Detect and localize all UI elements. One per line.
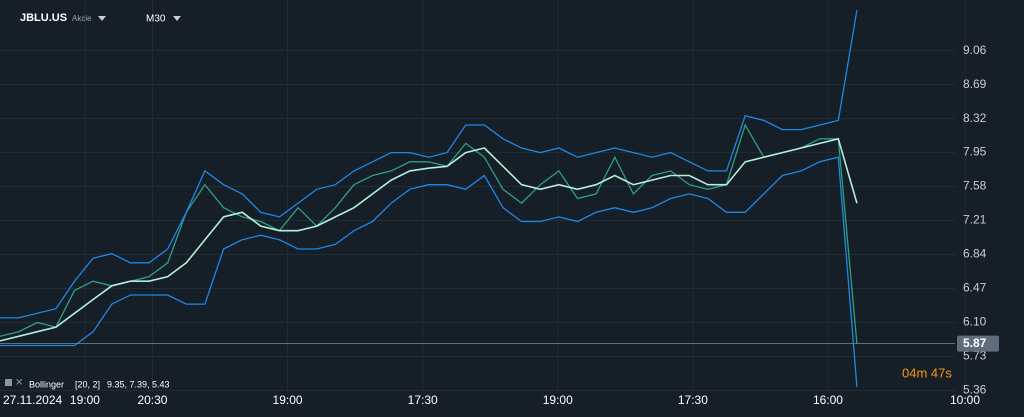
x-tick-label: 17:30 <box>408 393 438 407</box>
indicator-name: Bollinger <box>29 379 64 389</box>
grid <box>0 0 966 392</box>
bollinger-band <box>0 156 858 387</box>
timeframe[interactable]: M30 <box>146 14 166 25</box>
bollinger-band <box>0 137 858 342</box>
y-tick-label: 6.47 <box>963 281 987 295</box>
price-line <box>0 123 858 344</box>
y-tick-label: 7.21 <box>963 213 987 227</box>
x-tick-label: 27.11.2024 <box>3 393 62 407</box>
y-tick-label: 5.36 <box>963 383 987 397</box>
current-price-label: 5.87 <box>963 336 987 350</box>
symbol-dropdown[interactable] <box>98 16 106 21</box>
timeframe-dropdown[interactable] <box>173 16 181 21</box>
indicator-values: 9.35, 7.39, 5.43 <box>107 379 170 389</box>
y-tick-label: 7.95 <box>963 145 987 159</box>
plot <box>0 10 955 387</box>
y-tick-label: 8.32 <box>963 111 987 125</box>
y-tick-label: 9.06 <box>963 43 987 57</box>
x-tick-label: 17:30 <box>678 393 708 407</box>
y-tick-label: 7.58 <box>963 179 987 193</box>
x-tick-label: 10:00 <box>950 393 980 407</box>
y-tick-label: 8.69 <box>963 77 987 91</box>
bollinger-band <box>0 10 858 319</box>
x-tick-label: 19:00 <box>70 393 100 407</box>
y-tick-label: 6.10 <box>963 315 987 329</box>
symbol[interactable]: JBLU.US <box>20 12 67 24</box>
y-tick-label: 6.84 <box>963 247 987 261</box>
x-tick-label: 19:00 <box>273 393 303 407</box>
y-tick-label: 5.73 <box>963 349 987 363</box>
x-tick-label: 16:00 <box>813 393 843 407</box>
x-tick-label: 20:30 <box>137 393 167 407</box>
indicator-params: [20, 2] <box>75 379 100 389</box>
current-price-box <box>957 335 999 352</box>
x-tick-label: 19:00 <box>543 393 573 407</box>
indicator-close-icon[interactable]: ✕ <box>15 378 23 389</box>
indicator-settings-icon[interactable] <box>5 379 12 386</box>
asset-type: Akcie <box>72 14 92 23</box>
countdown: 04m 47s <box>902 365 952 380</box>
